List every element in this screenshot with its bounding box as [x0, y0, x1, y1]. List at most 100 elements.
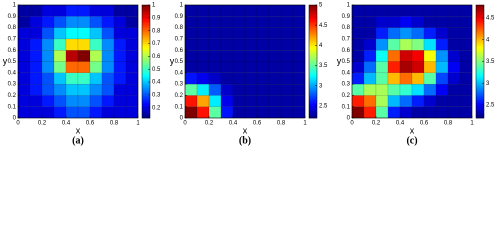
heat-cell [17, 72, 31, 85]
colorbar-segment [142, 6, 150, 9]
heat-cell [399, 4, 413, 17]
heat-cell [256, 95, 270, 107]
heat-cell [292, 50, 306, 62]
heat-cell [292, 106, 306, 119]
colorbar-segment [309, 100, 317, 103]
y-tick-label: 0.6 [175, 48, 184, 54]
colorbar-segment [309, 13, 317, 16]
colorbar-segment [142, 20, 150, 23]
colorbar-segment [309, 105, 317, 108]
heat-cell [399, 61, 413, 73]
colorbar-segment [142, 59, 150, 62]
heat-cell [363, 72, 377, 85]
colorbar-segment [476, 47, 484, 50]
heat-cell [387, 27, 401, 40]
heat-cell [125, 4, 139, 17]
heat-cell [53, 61, 67, 73]
colorbar-tick-label: 0.2 [152, 105, 161, 111]
heat-cell [125, 72, 139, 85]
y-tick-label: 0.8 [8, 25, 17, 31]
colorbar-segment [309, 59, 317, 62]
heat-cell [411, 27, 425, 40]
colorbar-segment [142, 52, 150, 55]
heat-cell [125, 106, 139, 119]
heat-cell [89, 72, 103, 85]
heat-cell [113, 95, 127, 107]
y-tick-label: 0.6 [342, 48, 351, 54]
colorbar-segment [142, 47, 150, 50]
heat-cell [17, 16, 31, 28]
colorbar-segment [476, 8, 484, 11]
colorbar-segment [476, 114, 484, 117]
heat-cell [399, 106, 413, 119]
heat-cell [41, 4, 55, 17]
colorbar-segment [142, 70, 150, 73]
colorbar-segment [309, 50, 317, 53]
colorbar-segment [476, 61, 484, 64]
heat-cell [29, 38, 43, 51]
heat-cell [113, 4, 127, 17]
heat-cell [77, 83, 91, 96]
heat-cell [411, 38, 425, 51]
colorbar-segment [309, 98, 317, 101]
colorbar-segment [309, 84, 317, 87]
colorbar-segment [142, 79, 150, 82]
colorbar-segment [142, 13, 150, 16]
heat-cell [459, 72, 473, 85]
heat-cell [244, 95, 258, 107]
heat-cell [423, 95, 437, 107]
colorbar-segment [142, 109, 150, 112]
heat-cell [351, 4, 365, 17]
heat-cell [196, 72, 210, 85]
heat-cell [423, 50, 437, 62]
colorbar-segment [309, 89, 317, 92]
heat-cell [125, 50, 139, 62]
heat-cell [17, 95, 31, 107]
heat-cell [184, 50, 198, 62]
heat-cell [411, 16, 425, 28]
colorbar-segment [309, 54, 317, 57]
heat-cell [423, 106, 437, 119]
heat-cell [101, 95, 115, 107]
colorbar-segment [142, 100, 150, 103]
x-axis-label: x [243, 125, 248, 135]
heat-cell [65, 38, 79, 51]
colorbar-segment [476, 65, 484, 68]
colorbar-segment [476, 116, 484, 119]
colorbar-segment [142, 87, 150, 91]
heat-cell [113, 27, 127, 40]
heat-cell [459, 83, 473, 96]
heat-cell [184, 106, 198, 119]
heat-cell [459, 16, 473, 28]
y-tick-label: 1 [13, 3, 17, 9]
heat-cell [244, 27, 258, 40]
colorbar-tick-label: 2.5 [319, 103, 328, 109]
colorbar-tick-label: 0.6 [152, 54, 161, 60]
heat-cell [447, 4, 461, 17]
heat-cell [244, 61, 258, 73]
colorbar-segment [476, 63, 484, 66]
colorbar-frame [141, 4, 151, 119]
heat-cell [65, 16, 79, 28]
heat-cell [268, 106, 282, 119]
x-tick-label: 0 [350, 121, 354, 127]
colorbar-segment [476, 6, 484, 9]
heat-cell [363, 38, 377, 51]
colorbar-segment [142, 95, 150, 98]
heat-cell [423, 61, 437, 73]
heat-cell [268, 27, 282, 40]
heat-cell [41, 106, 55, 119]
heat-cell [435, 83, 449, 96]
heat-cell [232, 61, 246, 73]
y-tick-label: 0.8 [175, 25, 184, 31]
heat-cell [280, 38, 294, 51]
colorbar-tick-label: 4.5 [486, 16, 495, 22]
heat-cell [184, 4, 198, 17]
y-tick-label: 0.9 [342, 14, 351, 20]
heat-cell [459, 95, 473, 107]
colorbar-segment [476, 10, 484, 13]
heat-cell [101, 4, 115, 17]
heat-cell [447, 27, 461, 40]
heat-cell [53, 38, 67, 51]
colorbar-tick-label: 0.8 [152, 28, 161, 34]
